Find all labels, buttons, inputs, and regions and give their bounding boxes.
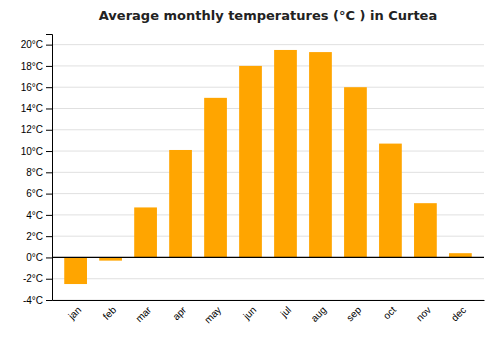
grid — [52, 45, 484, 300]
y-tick-label: 14°C — [21, 103, 43, 114]
grid-line — [52, 257, 484, 258]
grid-line — [52, 151, 484, 152]
y-tick: 0°C — [26, 252, 52, 263]
x-tick: feb — [101, 304, 119, 322]
x-tick-label: oct — [381, 304, 398, 321]
y-tick-label: -2°C — [23, 273, 43, 284]
y-tick-mark — [46, 300, 52, 301]
y-axis: -4°C -2°C 0°C 2°C 4°C 6°C 8°C 10°C 12°C 14°C 16°C 1… — [21, 35, 53, 306]
x-tick: jan — [65, 304, 83, 322]
x-tick: dec — [449, 304, 468, 323]
bar — [204, 98, 227, 258]
x-tick-label: dec — [449, 304, 468, 323]
x-tick-label: sep — [344, 304, 363, 323]
x-tick: jul — [278, 304, 294, 320]
y-tick-mark — [46, 151, 52, 152]
x-tick: oct — [381, 304, 398, 321]
x-axis-line — [53, 300, 485, 301]
bar — [309, 52, 332, 257]
y-tick-label: 16°C — [21, 82, 43, 93]
y-tick-label: 18°C — [21, 61, 43, 72]
y-tick-label: 2°C — [26, 231, 43, 242]
y-tick-mark — [46, 130, 52, 131]
y-tick: 6°C — [26, 188, 52, 199]
bar — [134, 207, 157, 257]
grid-line — [52, 87, 484, 88]
y-tick-label: -4°C — [23, 295, 43, 306]
y-tick-label: 10°C — [21, 146, 43, 157]
y-tick: -2°C — [23, 273, 52, 284]
y-tick-label: 12°C — [21, 124, 43, 135]
y-tick: 2°C — [26, 231, 52, 242]
chart-container: -4°C -2°C 0°C 2°C 4°C 6°C 8°C 10°C 12°C 14°C 16°C 1… — [0, 0, 500, 350]
x-tick-label: jun — [240, 304, 258, 322]
plot-area — [64, 50, 472, 284]
chart-svg: -4°C -2°C 0°C 2°C 4°C 6°C 8°C 10°C 12°C 14°C 16°C 1… — [0, 0, 500, 350]
y-tick-mark — [46, 236, 52, 237]
grid-line — [52, 108, 484, 109]
bar — [414, 203, 437, 257]
bar — [344, 87, 367, 257]
y-tick-label: 0°C — [26, 252, 43, 263]
y-tick: 18°C — [21, 61, 52, 72]
x-tick: jun — [240, 304, 258, 322]
x-tick: aug — [309, 304, 329, 324]
chart-title: Average monthly temperatures (°C ) in Cu… — [99, 8, 437, 23]
bar — [379, 144, 402, 258]
y-tick: 16°C — [21, 82, 52, 93]
grid-line — [52, 300, 484, 301]
y-tick: 12°C — [21, 124, 52, 135]
x-tick: may — [202, 304, 223, 325]
bar — [169, 150, 192, 257]
y-tick-mark — [46, 194, 52, 195]
y-tick-mark — [46, 257, 52, 258]
grid-line — [52, 129, 484, 130]
x-tick-label: aug — [309, 304, 329, 324]
y-tick: 10°C — [21, 146, 52, 157]
x-tick: apr — [170, 304, 188, 322]
y-tick: -4°C — [23, 295, 52, 306]
y-tick-mark — [46, 66, 52, 67]
grid-line — [52, 193, 484, 194]
grid-line — [52, 172, 484, 173]
x-tick-label: feb — [101, 304, 119, 322]
x-tick: sep — [344, 304, 363, 323]
zero-line — [52, 257, 484, 258]
y-tick-label: 4°C — [26, 210, 43, 221]
y-tick-mark — [46, 279, 52, 280]
grid-line — [52, 44, 484, 45]
y-tick-label: 8°C — [26, 167, 43, 178]
x-tick-label: nov — [414, 304, 433, 323]
x-tick: nov — [414, 304, 433, 323]
bar — [449, 253, 472, 257]
bar — [64, 257, 87, 284]
y-tick: 8°C — [26, 167, 52, 178]
x-tick-label: may — [202, 304, 223, 325]
y-tick-mark — [46, 108, 52, 109]
x-tick-label: apr — [170, 304, 188, 322]
y-tick: 20°C — [21, 39, 52, 50]
y-axis-line — [46, 35, 53, 301]
y-tick-label: 20°C — [21, 39, 43, 50]
y-tick-mark — [46, 172, 52, 173]
y-tick: 14°C — [21, 103, 52, 114]
grid-line — [52, 278, 484, 279]
grid-line — [52, 65, 484, 66]
bar — [239, 66, 262, 258]
y-tick-mark — [46, 215, 52, 216]
x-tick-label: mar — [133, 304, 153, 324]
y-tick-mark — [46, 87, 52, 88]
x-tick-label: jan — [65, 304, 83, 322]
y-tick: 4°C — [26, 210, 52, 221]
x-tick-label: jul — [278, 304, 294, 320]
bar — [274, 50, 297, 257]
x-axis: janfebmaraprmayjun julaugsep octnovdec — [53, 301, 485, 326]
x-tick: mar — [133, 304, 153, 324]
y-tick-label: 6°C — [26, 188, 43, 199]
y-tick-mark — [46, 45, 52, 46]
